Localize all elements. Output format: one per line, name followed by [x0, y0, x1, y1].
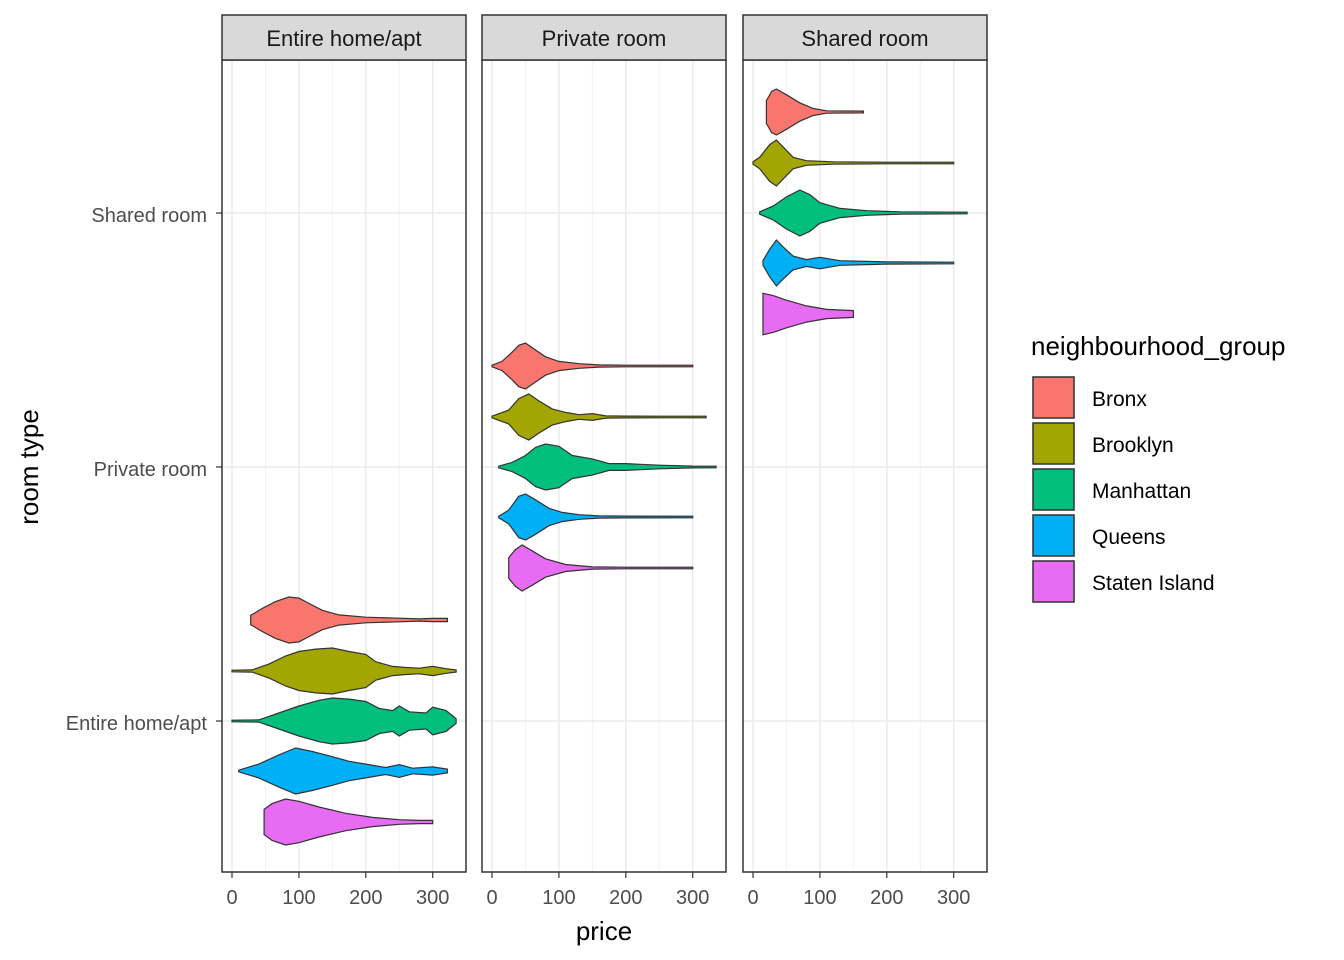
facet-panels: Entire home/apt 0 100 200 300 Private room 0 10… [216, 14, 988, 909]
y-tick-label-shared-room: Shared room [91, 205, 207, 227]
violin-private-room-queens [498, 493, 694, 541]
legend: neighbourhood_group Bronx Brooklyn Manhatt… [1031, 331, 1285, 603]
facet-strip [221, 14, 467, 61]
violin-entire-home-apt-manhattan [231, 697, 457, 745]
legend-title: neighbourhood_group [1031, 331, 1285, 361]
facet-panel-entire-home-apt: Entire home/apt 0 100 200 300 [216, 14, 467, 909]
facet-strip [742, 14, 988, 61]
violin-entire-home-apt-staten-island [263, 798, 434, 846]
x-tick-label: 100 [542, 887, 575, 909]
legend-swatch-brooklyn [1032, 422, 1075, 465]
facet-strip-label-entire-home-apt: Entire home/apt [266, 26, 421, 51]
violin-private-room-brooklyn [491, 393, 707, 441]
x-tick-label: 0 [226, 887, 237, 909]
x-tick-label: 100 [803, 887, 836, 909]
violin-shared-room-staten-island [762, 292, 854, 336]
legend-swatch-queens [1032, 514, 1075, 557]
violin-shared-room-brooklyn [752, 139, 955, 187]
violin-private-room-bronx [491, 342, 694, 390]
violin-entire-home-apt-brooklyn [231, 647, 457, 695]
legend-swatch-staten-island [1032, 560, 1075, 603]
violin-shared-room-bronx [765, 88, 864, 136]
violin-entire-home-apt-queens [238, 747, 448, 795]
legend-label-manhattan: Manhattan [1092, 480, 1191, 503]
x-tick-label: 200 [609, 887, 642, 909]
violin-entire-home-apt-bronx [250, 596, 448, 644]
violin-private-room-manhattan [498, 443, 717, 491]
x-tick-label: 300 [937, 887, 970, 909]
panel-background [743, 60, 987, 872]
y-tick-label-private-room: Private room [94, 459, 207, 481]
x-tick-label: 100 [282, 887, 315, 909]
x-tick-label: 200 [349, 887, 382, 909]
legend-label-staten-island: Staten Island [1092, 572, 1215, 595]
y-axis: Shared room Private room Entire home/apt [66, 205, 208, 735]
legend-swatch-manhattan [1032, 468, 1075, 511]
facet-panel-shared-room: Shared room 0 100 200 300 [742, 14, 988, 909]
x-tick-label: 300 [676, 887, 709, 909]
violin-private-room-staten-island [508, 544, 694, 592]
legend-label-queens: Queens [1092, 526, 1166, 549]
violin-shared-room-queens [762, 239, 955, 287]
legend-label-brooklyn: Brooklyn [1092, 434, 1174, 457]
facet-strip-label-shared-room: Shared room [801, 26, 928, 51]
x-tick-label: 200 [870, 887, 903, 909]
legend-swatch-bronx [1032, 376, 1075, 419]
facet-panel-private-room: Private room 0 100 200 300 [481, 14, 727, 909]
panel-background [222, 60, 466, 872]
x-axis-title: price [576, 916, 632, 946]
x-tick-label: 300 [416, 887, 449, 909]
violin-shared-room-manhattan [759, 189, 968, 237]
x-tick-label: 0 [486, 887, 497, 909]
x-tick-label: 0 [747, 887, 758, 909]
legend-label-bronx: Bronx [1092, 388, 1147, 411]
y-tick-label-entire-home: Entire home/apt [66, 713, 208, 735]
facet-strip-label-private-room: Private room [542, 26, 667, 51]
y-axis-title: room type [14, 409, 44, 525]
facet-strip [481, 14, 727, 61]
